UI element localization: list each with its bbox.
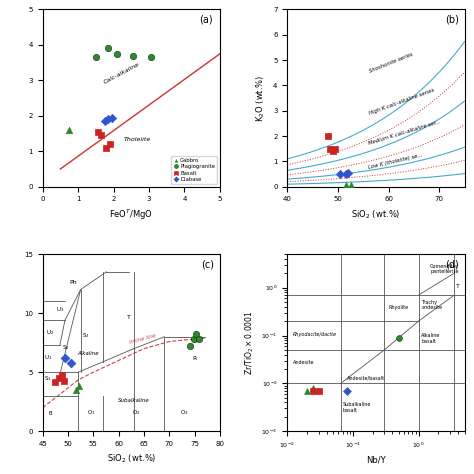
Point [62,354,69,362]
Point [337,170,344,178]
Text: S$_2$: S$_2$ [62,343,69,352]
Y-axis label: Zr/TiO$_2\times$0.0001: Zr/TiO$_2\times$0.0001 [244,310,256,375]
Point [65,126,73,134]
Point [94,128,101,136]
Text: (b): (b) [446,15,459,25]
Text: R: R [192,356,197,362]
Point [113,50,121,57]
Y-axis label: K$_2$O (wt.%): K$_2$O (wt.%) [255,74,267,122]
Point [395,334,402,341]
Point [97,132,105,139]
Text: U$_2$: U$_2$ [46,328,55,337]
Text: Alkaline
basalt: Alkaline basalt [421,333,441,344]
Text: (d): (d) [446,259,459,269]
Point [347,182,355,189]
Text: O$_2$: O$_2$ [132,408,141,417]
Text: B: B [48,411,52,416]
Point [310,387,317,395]
X-axis label: SiO$_2$ (wt.%): SiO$_2$ (wt.%) [107,453,156,465]
Point [342,181,349,189]
Point [324,132,332,140]
Point [58,371,66,378]
Point [342,170,349,177]
Point [315,387,322,395]
Text: Irvine line: Irvine line [129,333,156,345]
Point [75,383,83,390]
Point [147,54,155,61]
Point [332,145,339,153]
Text: O$_1$: O$_1$ [87,408,95,417]
Text: U$_1$: U$_1$ [44,353,52,362]
Point [108,114,116,121]
Point [72,386,79,394]
Legend: Gabbro, Plagiogranite, Basalt, Diabase: Gabbro, Plagiogranite, Basalt, Diabase [171,156,217,184]
Text: High K calc-alkaline series: High K calc-alkaline series [368,87,435,116]
X-axis label: Nb/Y: Nb/Y [366,456,386,465]
Text: Calc-alkaline: Calc-alkaline [103,62,141,85]
Text: Comendite/
pantellerite: Comendite/ pantellerite [430,263,459,274]
X-axis label: SiO$_2$ (wt.%): SiO$_2$ (wt.%) [351,208,401,220]
X-axis label: FeO$^T$/MgO: FeO$^T$/MgO [109,208,153,222]
Point [303,387,311,395]
Point [104,116,112,123]
Point [106,140,114,148]
Text: Low K (tholeiite) se...: Low K (tholeiite) se... [368,152,423,170]
Text: Andesite/basalt: Andesite/basalt [346,375,385,381]
Point [52,378,59,385]
Text: Shoshonite series: Shoshonite series [368,52,413,74]
Point [310,384,317,392]
Point [192,331,200,338]
Point [329,147,337,155]
Text: U$_3$: U$_3$ [56,305,64,314]
Point [60,377,68,384]
Point [195,336,202,343]
Text: Rhyodacite/dacite: Rhyodacite/dacite [292,331,337,337]
Point [104,45,112,52]
Text: Alkaline: Alkaline [77,351,99,356]
Text: (c): (c) [201,259,215,269]
Text: S$_3$: S$_3$ [82,331,90,340]
Text: Trachy
andesite: Trachy andesite [421,300,442,310]
Text: Subalkaline: Subalkaline [118,398,150,403]
Point [67,359,74,366]
Text: Medium K calc-alkaline ser...: Medium K calc-alkaline ser... [368,119,441,146]
Point [55,374,63,382]
Text: Rhyolite: Rhyolite [389,305,409,310]
Point [101,118,109,125]
Point [103,144,110,152]
Text: T: T [456,283,460,289]
Text: Ph: Ph [69,280,77,284]
Text: Andesite: Andesite [292,360,314,365]
Text: T: T [127,315,131,320]
Point [190,336,197,343]
Point [186,343,193,350]
Point [344,169,352,177]
Text: O$_3$: O$_3$ [180,408,189,417]
Point [92,54,100,61]
Point [129,52,137,59]
Point [327,145,334,153]
Text: S$_1$: S$_1$ [44,374,52,383]
Point [343,387,350,395]
Text: (a): (a) [199,15,213,25]
Text: Subalkaline
basalt: Subalkaline basalt [343,402,371,413]
Text: Tholeiite: Tholeiite [124,137,152,142]
